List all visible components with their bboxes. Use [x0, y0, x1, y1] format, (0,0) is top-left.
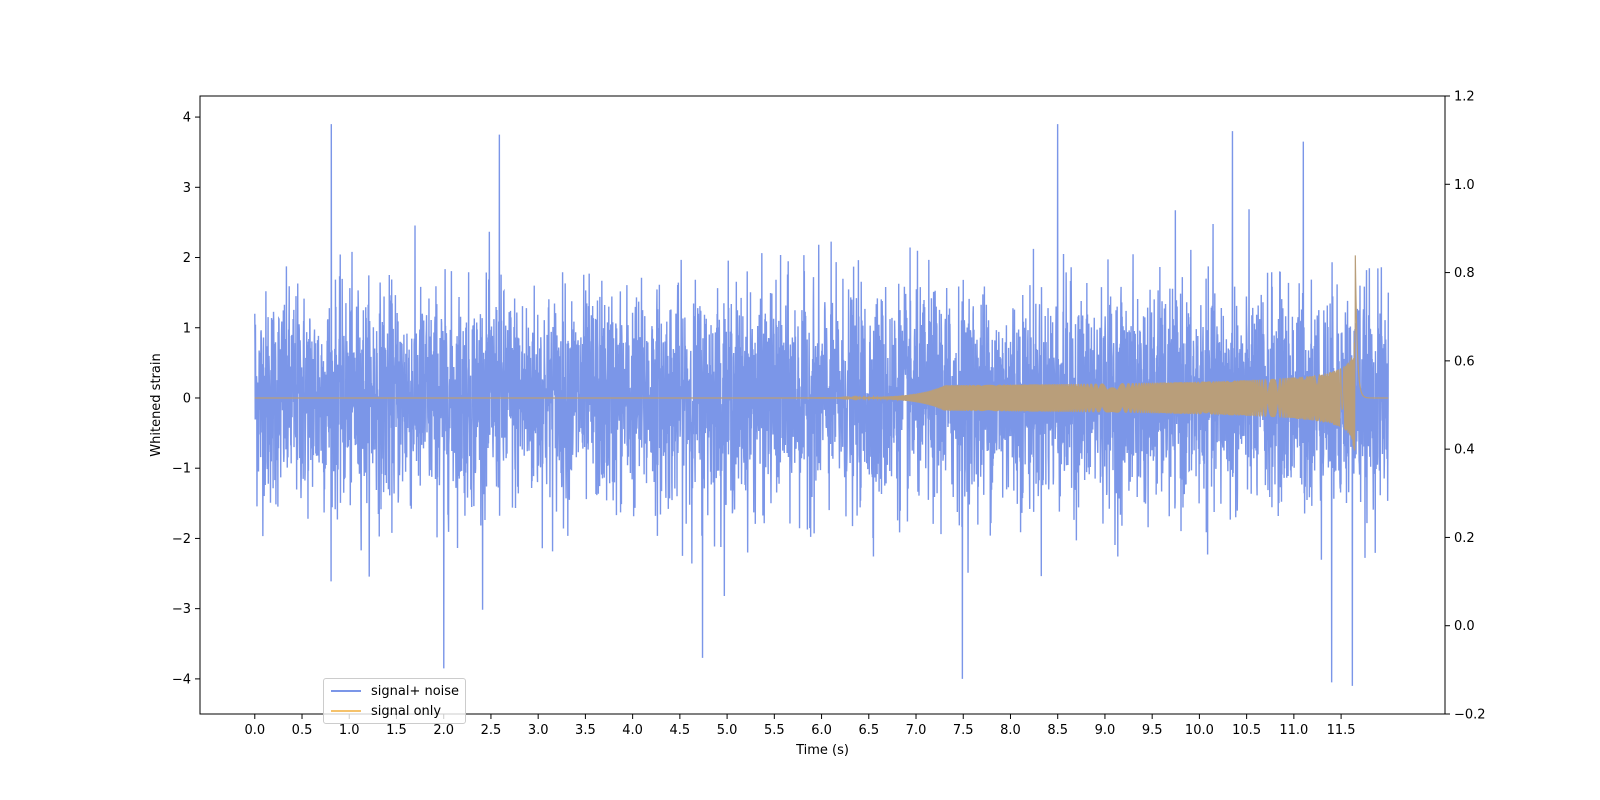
- x-tick-label: 10.0: [1185, 723, 1214, 738]
- x-tick-label: 9.5: [1142, 723, 1163, 738]
- y2-tick-label: 0.0: [1454, 619, 1475, 634]
- x-tick-label: 2.5: [481, 723, 502, 738]
- x-tick-label: 8.5: [1047, 723, 1068, 738]
- x-axis: 0.0 0.5 1.0 1.5 2.0 2.5 3.0 3.5 4.0 4.5 5.0 5.5 6.0 6…: [244, 714, 1356, 738]
- x-tick-label: 9.0: [1095, 723, 1116, 738]
- legend: signal+ noise signal only: [323, 678, 466, 724]
- legend-swatch-signal-noise: [331, 690, 361, 692]
- series-line-signal-only: [254, 255, 1389, 451]
- legend-item-signal-only: signal only: [331, 702, 441, 720]
- signal-series-layer: [254, 255, 1389, 451]
- x-tick-label: 4.0: [622, 723, 643, 738]
- x-tick-label: 1.0: [339, 723, 360, 738]
- x-tick-label: 6.5: [858, 723, 879, 738]
- x-tick-label: 11.5: [1327, 723, 1356, 738]
- y2-tick-label: −0.2: [1454, 708, 1486, 723]
- x-tick-label: 3.5: [575, 723, 596, 738]
- legend-item-signal-noise: signal+ noise: [331, 682, 459, 700]
- y2-tick-label: 0.2: [1454, 531, 1475, 546]
- legend-label-signal-noise: signal+ noise: [371, 683, 460, 699]
- plot-frame: [199, 95, 1446, 715]
- x-tick-label: 7.5: [953, 723, 974, 738]
- y2-tick-label: 0.6: [1454, 354, 1475, 369]
- y2-tick-label: 1.2: [1454, 90, 1475, 105]
- plot-area: [254, 124, 1390, 686]
- x-tick-label: 1.5: [386, 723, 407, 738]
- legend-swatch-signal-only: [331, 710, 361, 712]
- x-tick-label: 4.5: [670, 723, 691, 738]
- y2-tick-label: 0.8: [1454, 266, 1475, 281]
- y-axis-right: 1.2 1.0 0.8 0.6 0.4 0.2 0.0 −0.2: [1445, 90, 1486, 723]
- legend-label-signal-only: signal only: [371, 703, 442, 719]
- y-tick-label: 1: [183, 321, 191, 336]
- y-tick-label: 4: [183, 111, 191, 126]
- x-tick-label: 0.5: [292, 723, 313, 738]
- x-tick-label: 5.0: [717, 723, 738, 738]
- x-axis-label: Time (s): [795, 743, 849, 758]
- x-tick-label: 2.0: [433, 723, 454, 738]
- y-tick-label: −2: [172, 532, 191, 547]
- y-axis-label: Whitened strain: [149, 353, 164, 456]
- x-tick-label: 5.5: [764, 723, 785, 738]
- x-tick-label: 8.0: [1000, 723, 1021, 738]
- y2-tick-label: 0.4: [1454, 443, 1475, 458]
- y-tick-label: −1: [172, 462, 191, 477]
- y2-tick-label: 1.0: [1454, 178, 1475, 193]
- x-tick-label: 6.0: [811, 723, 832, 738]
- y-tick-label: −4: [172, 672, 191, 687]
- y-axis-left: 4 3 2 1 0 −1 −2 −3 −4: [172, 111, 200, 687]
- x-tick-label: 3.0: [528, 723, 549, 738]
- y-tick-label: −3: [172, 602, 191, 617]
- x-tick-label: 7.0: [906, 723, 927, 738]
- x-tick-label: 11.0: [1279, 723, 1308, 738]
- y-tick-label: 0: [183, 391, 191, 406]
- y-tick-label: 3: [183, 181, 191, 196]
- y-tick-label: 2: [183, 251, 191, 266]
- x-tick-label: 0.0: [244, 723, 265, 738]
- x-tick-label: 10.5: [1232, 723, 1261, 738]
